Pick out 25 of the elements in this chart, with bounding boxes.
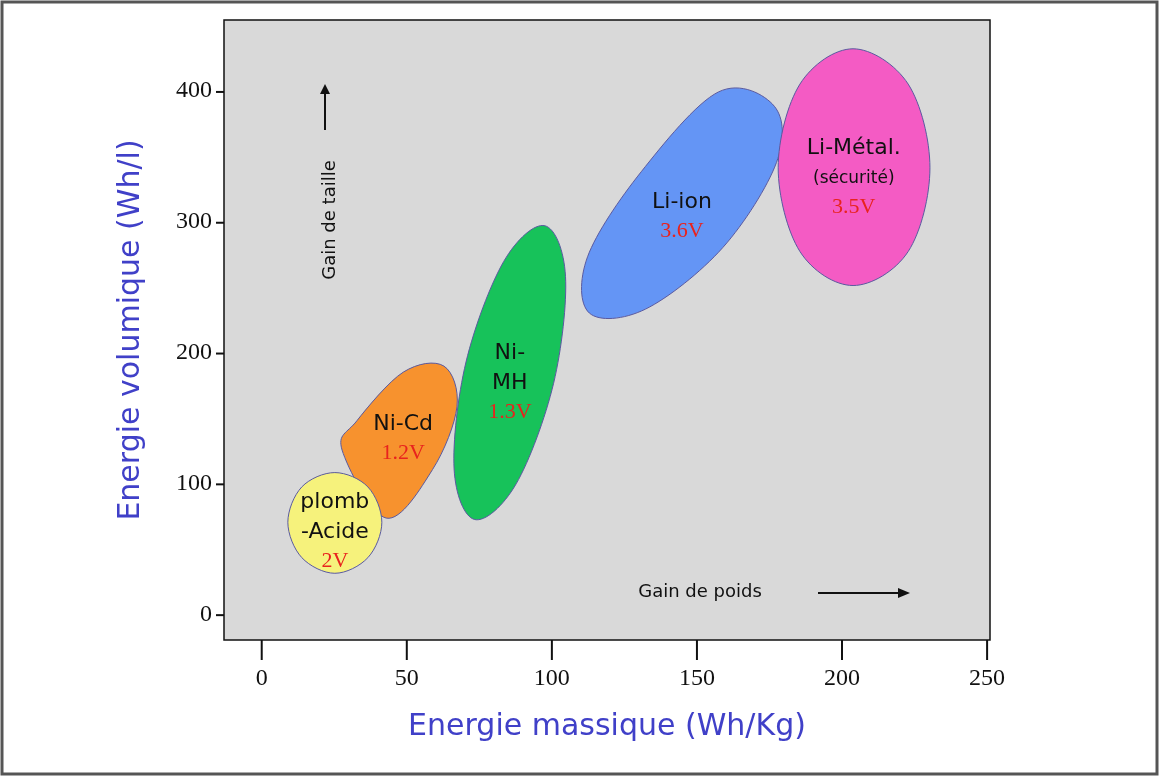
annotation: Gain de poids bbox=[638, 580, 762, 601]
annotation: 3.5V bbox=[832, 192, 876, 218]
x-axis-title: Energie massique (Wh/Kg) bbox=[408, 707, 806, 742]
y-tick-label: 200 bbox=[176, 338, 212, 365]
x-tick-label: 50 bbox=[394, 664, 419, 690]
series-label: Li-Métal. (sécurité) bbox=[806, 133, 901, 187]
series-label: Ni- MH bbox=[492, 338, 528, 394]
annotation: 2V bbox=[321, 547, 349, 573]
x-tick-label: 150 bbox=[678, 664, 715, 690]
annotation: 1.2V bbox=[381, 439, 425, 465]
y-tick-label: 0 bbox=[200, 599, 212, 626]
series-label: Ni-Cd bbox=[373, 410, 434, 436]
annotation: 3.6V bbox=[660, 217, 704, 243]
x-tick-label: 200 bbox=[824, 664, 861, 690]
x-tick-label: 0 bbox=[255, 664, 268, 690]
series-label: plomb -Acide bbox=[300, 488, 370, 544]
x-tick-label: 250 bbox=[969, 664, 1006, 690]
y-tick-label: 400 bbox=[176, 76, 212, 103]
annotation: Gain de taille bbox=[318, 160, 339, 280]
y-axis-title: Energie volumique (Wh/l) bbox=[110, 139, 146, 521]
y-tick-label: 300 bbox=[176, 207, 212, 234]
annotation: 1.3V bbox=[488, 397, 532, 423]
x-tick-label: 100 bbox=[533, 664, 570, 690]
series-label: Li-ion bbox=[652, 188, 712, 214]
y-tick-label: 100 bbox=[176, 468, 212, 495]
